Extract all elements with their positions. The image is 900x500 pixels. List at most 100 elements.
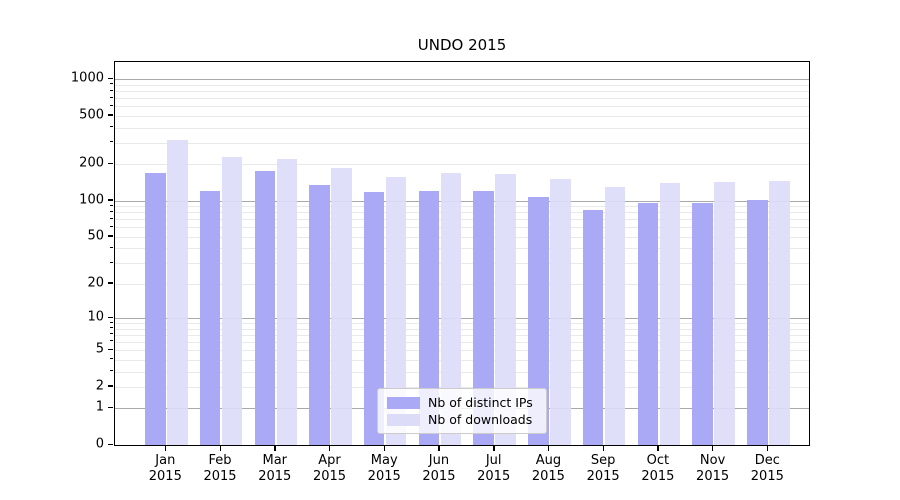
y-axis-tick [110,225,113,227]
y-axis-tick [108,316,113,318]
y-axis-tick [108,443,113,445]
x-axis-tick-nov [712,445,714,451]
bar-downloads-apr [331,167,352,445]
y-axis-tick [108,348,113,351]
legend-label-distinct-ips: Nb of distinct IPs [428,395,533,410]
legend: Nb of distinct IPs Nb of downloads [377,388,547,434]
bar-distinct-ips-may [363,192,385,445]
y-axis-tick [108,282,113,284]
y-axis-tick [110,261,113,263]
y-axis-tick [110,89,113,91]
bar-downloads-nov [714,181,735,445]
bar-distinct-ips-jun [418,191,440,445]
y-axis-tick [108,114,113,116]
bar-distinct-ips-sep [582,210,604,445]
y-tick-label-100: 100 [79,192,104,208]
y-axis-tick [110,370,113,372]
x-axis-tick-jul [493,445,495,451]
gridline-y-20 [115,283,809,285]
y-axis-tick [110,358,113,360]
y-axis-tick [110,327,113,329]
bar-downloads-jun [440,173,462,445]
y-axis-tick [110,246,113,248]
gridline-y-300 [115,142,809,144]
bar-downloads-may [385,176,407,445]
y-tick-label-5: 5 [95,341,104,357]
bar-distinct-ips-nov [692,203,713,445]
y-tick-label-1000: 1000 [70,70,104,86]
bar-downloads-aug [550,179,571,445]
x-axis-tick-dec [766,445,769,451]
x-tick-label-dec-2015: Dec 2015 [750,453,784,484]
x-tick-label-jul-2015: Jul 2015 [477,453,511,484]
x-axis-tick-jun [438,445,440,451]
y-tick-label-50: 50 [87,228,104,244]
gridline-y-30 [115,263,809,265]
x-axis-tick-jan [164,445,167,451]
x-axis-tick-oct [657,445,659,451]
y-axis-tick [110,83,113,85]
gridline-y-80 [115,212,809,214]
gridline-y-50 [115,236,809,238]
y-axis-tick [108,385,113,387]
x-tick-label-nov-2015: Nov 2015 [696,453,730,484]
bar-distinct-ips-jul [473,190,494,445]
gridline-y-8 [115,328,809,330]
y-axis-tick [110,141,113,143]
x-tick-label-jan-2015: Jan 2015 [148,453,182,484]
y-tick-label-10: 10 [87,309,104,325]
gridline-y-7 [115,334,809,336]
y-axis-tick [108,199,113,201]
x-tick-label-mar-2015: Mar 2015 [258,453,292,484]
y-axis-tick [108,77,113,80]
y-axis-tick [110,333,113,335]
x-tick-label-feb-2015: Feb 2015 [203,453,237,484]
x-tick-label-apr-2015: Apr 2015 [312,453,347,484]
gridline-y-500 [115,115,809,117]
gridline-y-400 [115,127,809,129]
x-tick-label-jun-2015: Jun 2015 [422,453,456,484]
x-axis-tick-mar [274,445,276,451]
bar-distinct-ips-oct [637,203,659,445]
gridline-y-200 [115,164,809,166]
y-tick-label-200: 200 [79,155,104,171]
x-tick-label-sep-2015: Sep 2015 [586,453,620,484]
y-axis-tick [110,96,113,98]
gridline-y-700 [115,98,809,100]
y-tick-label-0: 0 [95,436,104,452]
y-axis-tick [108,235,113,237]
y-axis-tick [110,210,113,212]
bar-downloads-oct [659,183,681,445]
bar-downloads-sep [604,186,626,445]
y-axis-tick [110,217,113,219]
y-axis-tick [108,406,113,409]
gridline-y-100 [115,200,809,202]
bar-distinct-ips-aug [528,196,549,445]
x-axis-tick-sep [602,445,605,451]
gridline-y-40 [115,248,809,250]
legend-item-distinct-ips: Nb of distinct IPs [387,394,538,411]
x-axis-tick-feb [219,445,221,451]
gridline-y-9 [115,323,809,325]
gridline-y-600 [115,106,809,108]
bar-downloads-mar [276,158,297,445]
bar-downloads-jan [167,140,188,445]
gridline-y-5 [115,350,809,352]
gridline-y-900 [115,84,809,86]
y-axis-tick [110,204,113,206]
bar-distinct-ips-feb [199,191,221,445]
bar-distinct-ips-jan [145,172,166,445]
y-axis-tick [110,104,113,106]
y-tick-label-20: 20 [87,275,104,291]
bar-distinct-ips-apr [309,185,330,445]
bar-downloads-feb [221,157,243,445]
gridline-y-800 [115,91,809,93]
gridline-y-2 [115,386,809,388]
bar-distinct-ips-dec [747,200,768,445]
bar-downloads-jul [495,174,516,445]
legend-swatch-distinct-ips [387,396,420,409]
bar-distinct-ips-mar [254,171,275,445]
gridline-y-60 [115,227,809,229]
legend-label-downloads: Nb of downloads [428,412,533,427]
